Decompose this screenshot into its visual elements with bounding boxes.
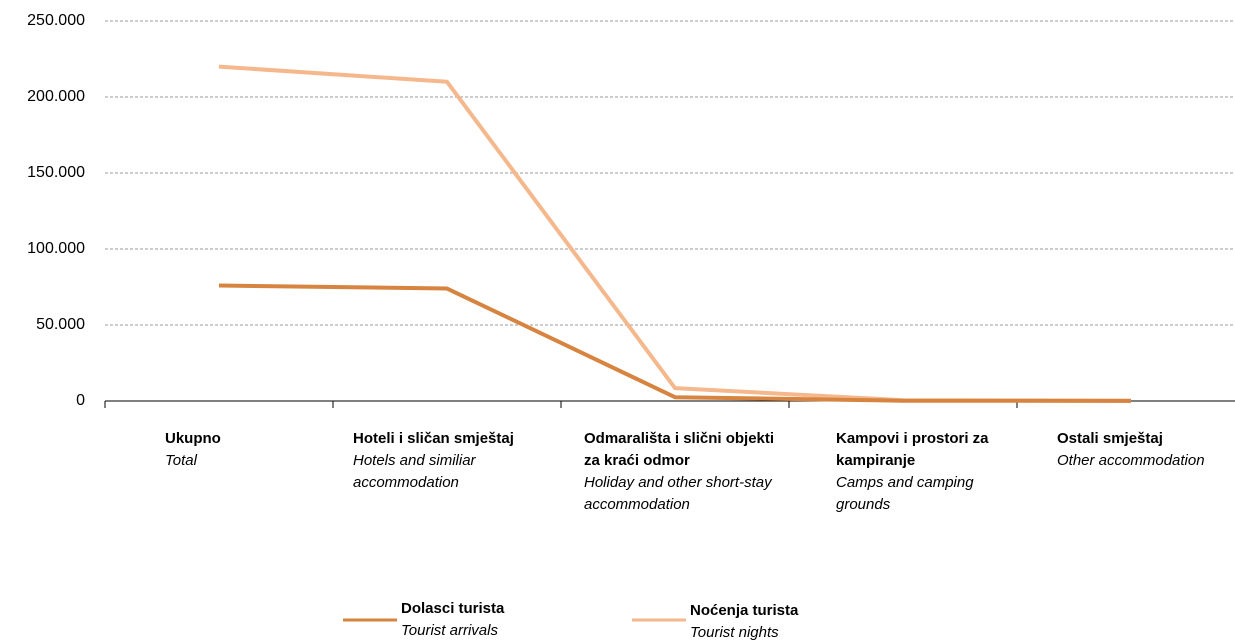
legend-entry: Dolasci turista Tourist arrivals — [401, 598, 601, 642]
legend-name: Noćenja turista — [690, 602, 799, 619]
y-tick-label: 50.000 — [36, 316, 85, 333]
category-name: Hoteli i sličan smještaj — [353, 430, 514, 447]
category-name-en: Total — [165, 452, 197, 469]
category-name: Ostali smještaj — [1057, 430, 1163, 447]
x-tick-label: Ostali smještaj Other accommodation — [1057, 428, 1235, 472]
legend-name-en: Tourist arrivals — [401, 622, 498, 639]
x-tick-label: Odmarališta i slični objekti za kraći od… — [584, 428, 784, 516]
category-name: Ukupno — [165, 430, 221, 447]
category-name-en: Holiday and other short-stay accommodati… — [584, 474, 772, 513]
legend-name-en: Tourist nights — [690, 624, 779, 641]
legend-name: Dolasci turista — [401, 600, 505, 617]
x-tick-label: Hoteli i sličan smještaj Hotels and simil… — [353, 428, 553, 494]
category-name: Odmarališta i slični objekti za kraći od… — [584, 430, 775, 469]
category-name: Kampovi i prostori za kampiranje — [836, 430, 989, 469]
legend-entry: Noćenja turista Tourist nights — [690, 600, 890, 644]
y-tick-label: 200.000 — [27, 88, 85, 105]
series-line — [218, 64, 1132, 403]
y-tick-label: 250.000 — [27, 12, 85, 29]
y-tick-label: 150.000 — [27, 164, 85, 181]
series-line — [218, 283, 1132, 403]
y-tick-label: 100.000 — [27, 240, 85, 257]
category-name-en: Other accommodation — [1057, 452, 1205, 469]
y-tick-label: 0 — [76, 392, 85, 409]
x-tick-label: Kampovi i prostori za kampiranje Camps an… — [836, 428, 1006, 516]
x-tick-label: Ukupno Total — [165, 428, 325, 472]
category-name-en: Camps and camping grounds — [836, 474, 974, 513]
category-name-en: Hotels and similiar accommodation — [353, 452, 476, 491]
